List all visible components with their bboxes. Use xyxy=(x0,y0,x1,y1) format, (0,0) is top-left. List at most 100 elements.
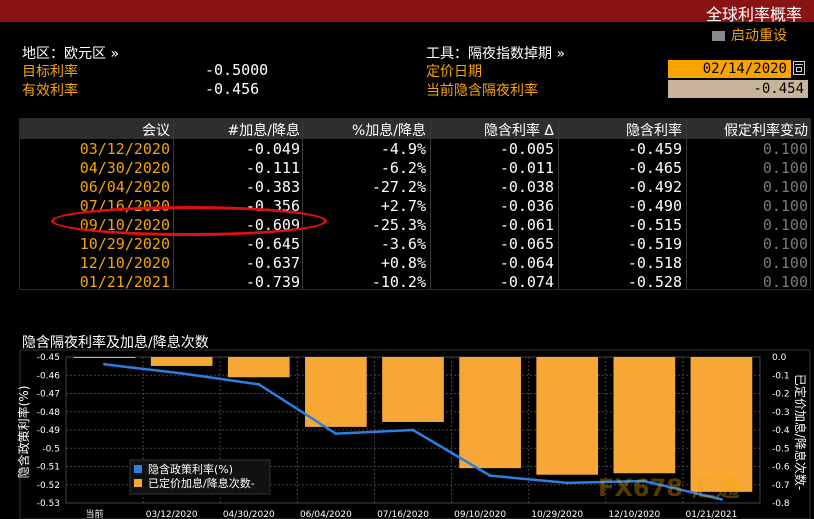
table-row[interactable]: 12/10/2020 -0.637 +0.8% -0.064 -0.518 0.100 xyxy=(20,253,810,272)
x-tick-label: 06/04/2020 xyxy=(300,510,352,519)
meeting-table: 会议 #加息/降息 %加息/降息 隐含利率 Δ 隐含利率 假定利率变动 03/1… xyxy=(19,118,811,291)
cell-implied-rate: -0.465 xyxy=(627,159,682,177)
target-rate-label: 目标利率 xyxy=(22,64,78,80)
bar-8 xyxy=(690,357,753,492)
cell-assumed-move: 0.100 xyxy=(762,159,808,177)
col-header-hike-pct[interactable]: %加息/降息 xyxy=(351,123,426,139)
y-tick-label: -0.51 xyxy=(37,463,60,473)
table-header: 会议 #加息/降息 %加息/降息 隐含利率 Δ 隐含利率 假定利率变动 xyxy=(20,119,810,139)
restart-label: 启动重设 xyxy=(731,28,787,44)
x-tick-label: 09/10/2020 xyxy=(454,510,506,519)
cell-hikes: -0.645 xyxy=(245,235,300,253)
x-tick-label: 01/21/2021 xyxy=(686,510,738,519)
calendar-icon[interactable] xyxy=(793,61,805,75)
y2-tick-label: -0.8 xyxy=(772,499,790,509)
cell-implied-delta: -0.065 xyxy=(499,235,554,253)
region-selector[interactable]: 地区：欧元区 » xyxy=(22,46,120,62)
cell-implied-rate: -0.492 xyxy=(627,178,682,196)
line-point-1 xyxy=(180,371,184,375)
x-tick-label: 12/10/2020 xyxy=(608,510,660,519)
chart-title: 隐含隔夜利率及加息/降息次数 xyxy=(22,335,209,351)
cell-implied-rate: -0.528 xyxy=(627,273,682,291)
restart-icon xyxy=(712,31,725,41)
line-point-6 xyxy=(565,481,569,485)
bar-5 xyxy=(459,357,521,469)
cell-assumed-move: 0.100 xyxy=(762,273,808,291)
cell-implied-delta: -0.005 xyxy=(499,140,554,158)
cell-meeting: 12/10/2020 xyxy=(79,254,170,272)
cell-assumed-move: 0.100 xyxy=(762,197,808,215)
line-point-7 xyxy=(642,479,646,483)
bar-6 xyxy=(536,357,599,475)
col-header-meeting[interactable]: 会议 xyxy=(142,123,170,139)
cell-implied-rate: -0.518 xyxy=(627,254,682,272)
cell-implied-delta: -0.064 xyxy=(499,254,554,272)
cell-implied-delta: -0.038 xyxy=(499,178,554,196)
line-point-3 xyxy=(334,432,338,436)
legend-bar-label: 已定价加息/降息次数- xyxy=(148,476,255,490)
implied-rate-line xyxy=(104,363,722,501)
cell-meeting: 01/21/2021 xyxy=(79,273,170,291)
bar-0 xyxy=(73,357,136,358)
table-row[interactable]: 01/21/2021 -0.739 -10.2% -0.074 -0.528 0.100 xyxy=(20,272,810,291)
cell-hikes: -0.111 xyxy=(245,159,300,177)
bar-2 xyxy=(227,357,290,378)
x-tick-label: 10/29/2020 xyxy=(531,510,583,519)
cell-implied-rate: -0.490 xyxy=(627,197,682,215)
cell-implied-rate: -0.459 xyxy=(627,140,682,158)
col-header-implied-delta[interactable]: 隐含利率 Δ xyxy=(483,123,554,139)
cell-implied-rate: -0.515 xyxy=(627,216,682,234)
y-tick-label: -0.5 xyxy=(42,444,60,454)
effective-rate-value: -0.456 xyxy=(205,80,260,98)
current-implied-value: -0.454 xyxy=(668,80,808,98)
legend: 隐含政策利率(%) 已定价加息/降息次数- xyxy=(129,459,271,495)
y-tick-label: -0.47 xyxy=(37,390,60,400)
line-point-4 xyxy=(411,428,415,432)
cell-meeting: 03/12/2020 xyxy=(79,140,170,158)
x-tick-label: 03/12/2020 xyxy=(146,510,198,519)
cell-hike-pct: +0.8% xyxy=(380,254,426,272)
col-header-implied-rate[interactable]: 隐含利率 xyxy=(626,123,682,139)
cell-hikes: -0.637 xyxy=(245,254,300,272)
line-point-5 xyxy=(488,474,492,478)
y-tick-label: -0.53 xyxy=(37,499,60,509)
table-row[interactable]: 04/30/2020 -0.111 -6.2% -0.011 -0.465 0.100 xyxy=(20,158,810,177)
pricing-date-input[interactable]: 02/14/2020 xyxy=(668,60,791,78)
y2-tick-label: -0.3 xyxy=(772,408,790,418)
x-tick-label: 07/16/2020 xyxy=(377,510,429,519)
window-title: 全球利率概率 xyxy=(705,5,802,24)
highlight-circle xyxy=(51,206,327,236)
tool-selector[interactable]: 工具：隔夜指数掉期 » xyxy=(426,46,566,62)
pricing-date-label: 定价日期 xyxy=(426,64,482,80)
cell-meeting: 04/30/2020 xyxy=(79,159,170,177)
effective-rate-label: 有效利率 xyxy=(22,83,78,99)
col-header-hikes[interactable]: #加息/降息 xyxy=(227,123,300,139)
title-bar: 全球利率概率 xyxy=(0,0,814,24)
col-header-assumed-move[interactable]: 假定利率变动 xyxy=(724,123,808,139)
y-tick-label: -0.48 xyxy=(37,408,61,418)
y2-tick-label: -0.4 xyxy=(772,426,790,436)
bar-4 xyxy=(382,357,444,422)
y2-tick-label: -0.6 xyxy=(772,463,790,473)
legend-line-swatch xyxy=(134,465,142,473)
target-rate-value: -0.5000 xyxy=(205,61,269,79)
cell-assumed-move: 0.100 xyxy=(762,178,808,196)
cell-hike-pct: -27.2% xyxy=(371,178,426,196)
line-point-8 xyxy=(719,497,723,501)
x-tick-label: 当前 xyxy=(86,508,104,519)
table-row[interactable]: 06/04/2020 -0.383 -27.2% -0.038 -0.492 0.100 xyxy=(20,177,810,196)
cell-hike-pct: +2.7% xyxy=(380,197,426,215)
restart-button[interactable]: 启动重设 xyxy=(712,25,787,45)
y-axis-label: 隐含政策利率(%) xyxy=(16,386,31,479)
legend-bar-swatch xyxy=(134,479,142,487)
table-row[interactable]: 10/29/2020 -0.645 -3.6% -0.065 -0.519 0.100 xyxy=(20,234,810,253)
table-row[interactable]: 03/12/2020 -0.049 -4.9% -0.005 -0.459 0.100 xyxy=(20,139,810,158)
y2-axis-label: 已定价加息/降息次数- xyxy=(793,374,808,490)
cell-implied-delta: -0.036 xyxy=(499,197,554,215)
cell-hike-pct: -4.9% xyxy=(380,140,426,158)
cell-assumed-move: 0.100 xyxy=(762,140,808,158)
cell-assumed-move: 0.100 xyxy=(762,254,808,272)
legend-line-label: 隐含政策利率(%) xyxy=(148,462,233,476)
current-implied-label: 当前隐含隔夜利率 xyxy=(426,83,538,99)
cell-hike-pct: -10.2% xyxy=(371,273,426,291)
